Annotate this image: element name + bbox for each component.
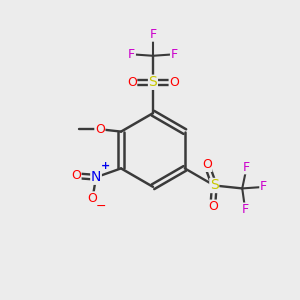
Text: F: F xyxy=(260,181,267,194)
Text: −: − xyxy=(95,200,106,213)
Text: O: O xyxy=(127,76,137,89)
Text: O: O xyxy=(95,123,105,136)
Text: O: O xyxy=(169,76,179,89)
Text: S: S xyxy=(148,75,157,89)
Text: O: O xyxy=(88,192,98,205)
Text: O: O xyxy=(202,158,212,171)
Text: F: F xyxy=(242,203,249,216)
Text: O: O xyxy=(208,200,218,213)
Text: S: S xyxy=(210,178,219,193)
Text: +: + xyxy=(101,161,110,171)
Text: F: F xyxy=(149,28,157,41)
Text: F: F xyxy=(243,161,250,174)
Text: N: N xyxy=(91,170,101,184)
Text: F: F xyxy=(171,48,178,61)
Text: O: O xyxy=(71,169,81,182)
Text: F: F xyxy=(128,48,135,61)
